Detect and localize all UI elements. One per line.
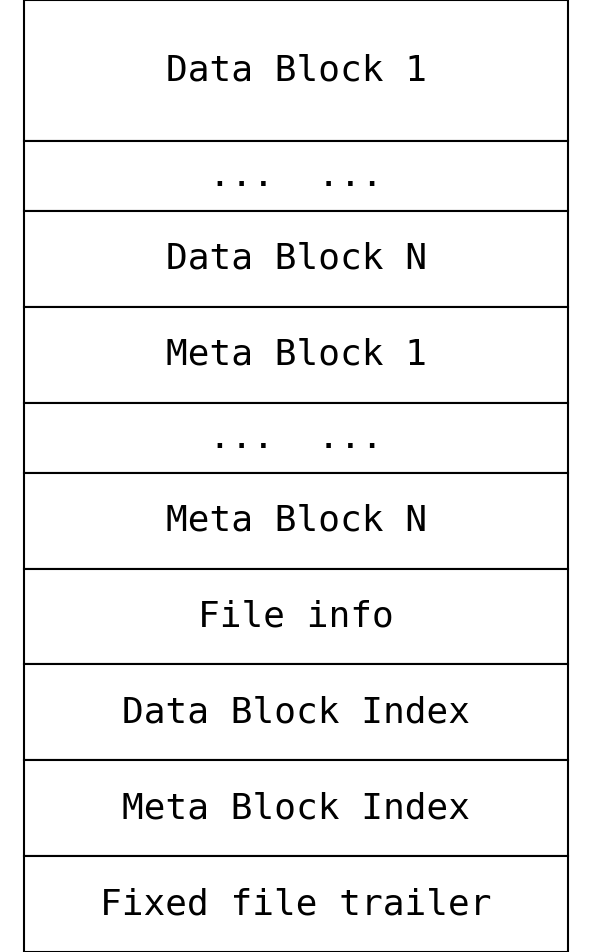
Bar bbox=[24, 473, 568, 568]
Bar bbox=[24, 568, 568, 664]
Text: Meta Block 1: Meta Block 1 bbox=[166, 338, 426, 371]
Text: Fixed file trailer: Fixed file trailer bbox=[100, 887, 492, 922]
Text: Meta Block N: Meta Block N bbox=[166, 504, 426, 538]
Text: Data Block 1: Data Block 1 bbox=[166, 53, 426, 88]
Bar bbox=[24, 141, 568, 210]
Bar bbox=[24, 307, 568, 403]
Bar bbox=[24, 210, 568, 307]
Bar bbox=[24, 761, 568, 856]
Bar bbox=[24, 403, 568, 473]
Text: ...  ...: ... ... bbox=[209, 421, 383, 455]
Text: File info: File info bbox=[198, 600, 394, 634]
Text: Meta Block Index: Meta Block Index bbox=[122, 791, 470, 825]
Text: ...  ...: ... ... bbox=[209, 159, 383, 192]
Text: Data Block N: Data Block N bbox=[166, 242, 426, 276]
Bar bbox=[24, 664, 568, 761]
Text: Data Block Index: Data Block Index bbox=[122, 695, 470, 729]
Bar bbox=[24, 856, 568, 952]
Bar bbox=[24, 0, 568, 141]
